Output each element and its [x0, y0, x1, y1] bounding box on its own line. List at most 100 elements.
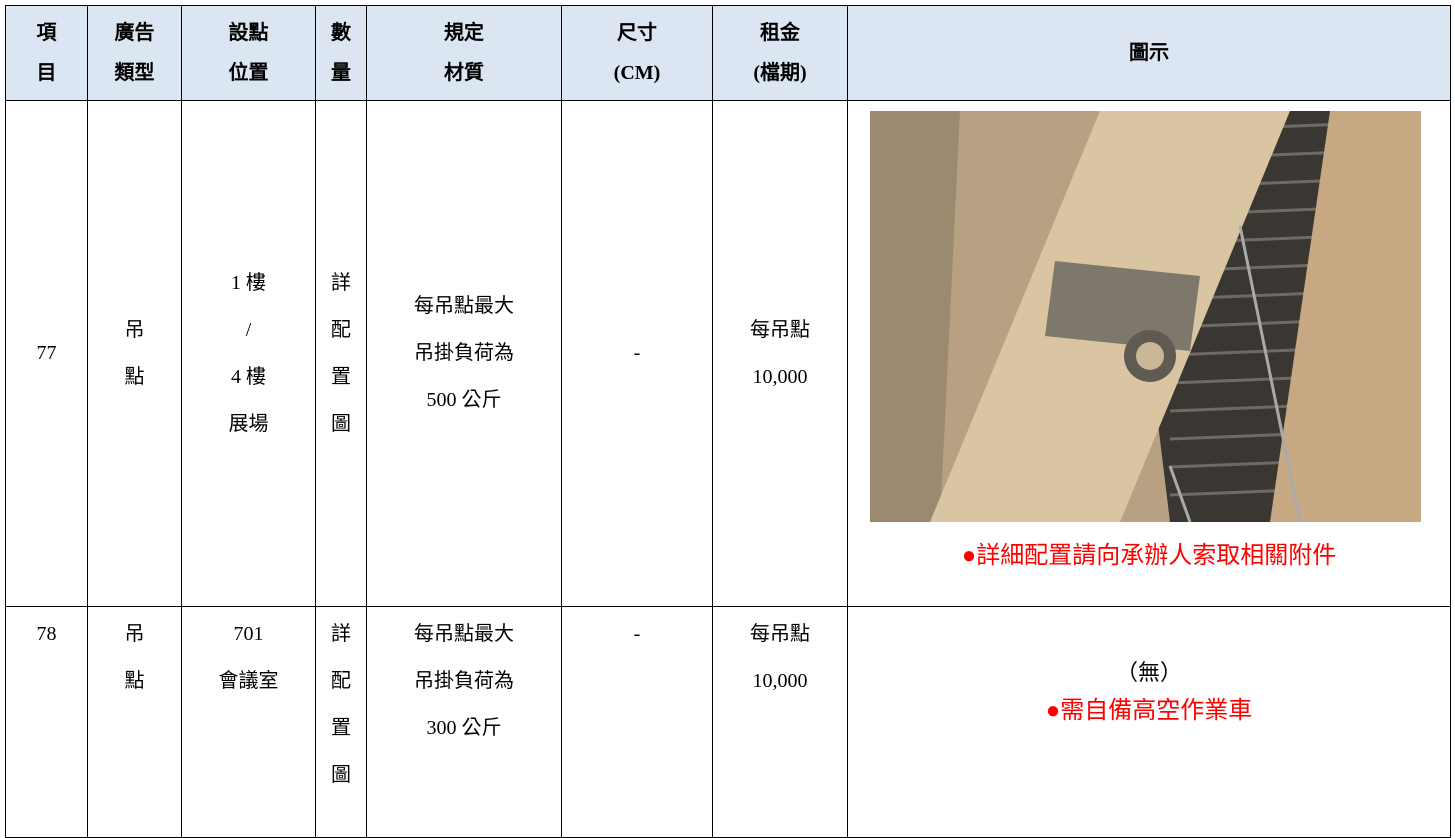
- cell-text: 701: [233, 623, 264, 645]
- photo: [870, 111, 1421, 522]
- cell-wrap: ●詳細配置請向承辦人索取相關附件: [848, 111, 1450, 576]
- table-cell: 每吊點 10,000: [712, 100, 848, 607]
- cell-wrap: 吊點: [88, 607, 181, 705]
- photo-shape: [1270, 111, 1421, 522]
- cell-wrap: 701 會議室: [182, 607, 315, 705]
- cell-text: 會議室: [218, 670, 279, 692]
- cell-text: 置: [331, 717, 351, 739]
- cell-text: 項: [36, 22, 57, 44]
- cell-text: 置: [331, 365, 351, 388]
- cell-text: 吊: [124, 318, 145, 341]
- cell-text: 位置: [228, 62, 269, 84]
- cell-text: (CM): [613, 62, 661, 84]
- cell-text: 1 樓: [231, 271, 266, 294]
- cell-wrap: 78: [6, 607, 87, 658]
- header-cell: 項目: [5, 5, 88, 101]
- cell-text: 圖: [331, 764, 351, 786]
- cell-text: 尺寸: [617, 22, 657, 44]
- cell-text: /: [245, 318, 252, 341]
- page: 廣告吊點 html, body { margin: 0; padding: 0;…: [5, 5, 1451, 838]
- cell-text: 規定: [444, 22, 484, 44]
- cell-text: 類型: [114, 62, 155, 84]
- cell-text: （無）: [1115, 660, 1182, 685]
- figure-cell: （無） ●需自備高空作業車: [847, 606, 1451, 838]
- cell-text: 詳: [331, 623, 351, 645]
- table-body: 77 吊點 1 樓/4 樓展場詳配置圖每吊點最大 吊掛負荷為 500 公斤 - 每吊點 10,…: [5, 100, 1451, 838]
- cell-text: 點: [124, 670, 145, 692]
- document: 項目廣告 類型 設點 位置數量規定 材質 尺寸 (CM) 租金 (檔期) 圖示 77 吊點 1 樓/4…: [5, 5, 1451, 838]
- cell-wrap: 詳配置圖: [316, 260, 366, 448]
- cell-text: 每吊點最大: [414, 623, 514, 645]
- table-row: 78 吊點 701 會議室 詳配置圖 每吊點最大吊掛負荷為 300 公斤 - 每吊點 10,000…: [5, 606, 1451, 838]
- table-cell: 每吊點最大 吊掛負荷為 500 公斤: [366, 100, 562, 607]
- cell-text: -: [633, 623, 641, 645]
- table-cell: 1 樓 / 4 樓展場: [181, 100, 316, 607]
- cell-text: 材質: [444, 62, 484, 84]
- cell-text: ●詳細配置請向承辦人索取相關附件: [961, 543, 1337, 569]
- cell-text: 點: [124, 365, 145, 388]
- photo-shape: [1045, 261, 1200, 351]
- cell-text: 量: [331, 62, 351, 84]
- table-cell: 每吊點 10,000: [712, 606, 848, 838]
- cell-text: 配: [331, 670, 351, 692]
- cell-wrap: 詳配置圖: [316, 607, 366, 799]
- cell-wrap: 每吊點 10,000: [713, 607, 847, 705]
- photo-shape: [870, 111, 960, 522]
- cell-text: 圖: [331, 412, 351, 435]
- header-cell: 規定 材質: [366, 5, 562, 101]
- cell-text: 詳: [331, 271, 351, 294]
- header-cell: 數量: [315, 5, 367, 101]
- cell-wrap: -: [562, 330, 712, 377]
- cell-text: -: [633, 342, 641, 364]
- photo-shape: [1238, 225, 1302, 522]
- table-cell: 吊點: [87, 100, 182, 607]
- table-cell: 吊點: [87, 606, 182, 838]
- cell-text: 展場: [228, 412, 269, 435]
- table-cell: -: [561, 606, 713, 838]
- cell-text: 4 樓: [231, 365, 266, 388]
- body: {"table": { "header": [["項","目"],["廣告","…: [5, 5, 1451, 838]
- cell-text: 圖示: [1129, 42, 1169, 64]
- cell-text: 每吊點: [750, 318, 810, 341]
- spec-table: 項目廣告 類型 設點 位置數量規定 材質 尺寸 (CM) 租金 (檔期) 圖示 77 吊點 1 樓/4…: [5, 5, 1451, 838]
- photo-shape: [1168, 465, 1192, 522]
- table-cell: 78: [5, 606, 88, 838]
- cell-text: 吊掛負荷為: [414, 342, 514, 364]
- cell-text: 數: [331, 22, 351, 44]
- header-cell: 尺寸 (CM): [561, 5, 713, 101]
- photo-shape: [1136, 342, 1164, 370]
- cell-text: ●需自備高空作業車: [1045, 698, 1253, 724]
- header-cell: 設點 位置: [181, 5, 316, 101]
- table-cell: 詳配置圖: [315, 606, 367, 838]
- cell-text: 300 公斤: [426, 717, 502, 739]
- cell-text: 廣告: [114, 22, 155, 44]
- header-row: 項目廣告 類型 設點 位置數量規定 材質 尺寸 (CM) 租金 (檔期) 圖示: [5, 5, 1451, 101]
- table-cell: 每吊點最大吊掛負荷為 300 公斤: [366, 606, 562, 838]
- header-cell: 租金 (檔期): [712, 5, 848, 101]
- cell-wrap: 每吊點 10,000: [713, 307, 847, 401]
- cell-text: 吊掛負荷為: [414, 670, 514, 692]
- cell-text: 目: [36, 62, 57, 84]
- header-cell: 圖示: [847, 5, 1451, 101]
- cell-text: 每吊點: [750, 623, 810, 645]
- cell-text: (檔期): [753, 62, 807, 84]
- table-cell: 77: [5, 100, 88, 607]
- cell-text: 配: [331, 318, 351, 341]
- cell-wrap: -: [562, 607, 712, 658]
- header-cell: 廣告 類型: [87, 5, 182, 101]
- cell-wrap: 吊點: [88, 307, 181, 401]
- cell-text: 租金: [760, 22, 800, 44]
- cell-wrap: 每吊點最大吊掛負荷為 300 公斤: [367, 607, 561, 752]
- cell-wrap: 每吊點最大 吊掛負荷為 500 公斤: [367, 283, 561, 424]
- cell-text: 77: [36, 342, 57, 364]
- cell-text: 10,000: [752, 365, 808, 388]
- table-row: 77 吊點 1 樓 / 4 樓展場 詳配置圖 每吊點最大 吊掛負荷為 500 公斤 - 每吊點 10,…: [5, 100, 1451, 607]
- cell-text: 500 公斤: [426, 389, 502, 411]
- table-cell: 詳配置圖: [315, 100, 367, 607]
- cell-wrap: （無） ●需自備高空作業車: [848, 607, 1450, 731]
- cell-wrap: 1 樓 / 4 樓展場: [182, 260, 315, 448]
- cell-wrap: 77: [6, 330, 87, 377]
- cell-text: 78: [36, 623, 57, 645]
- table-cell: 701 會議室: [181, 606, 316, 838]
- table-cell: -: [561, 100, 713, 607]
